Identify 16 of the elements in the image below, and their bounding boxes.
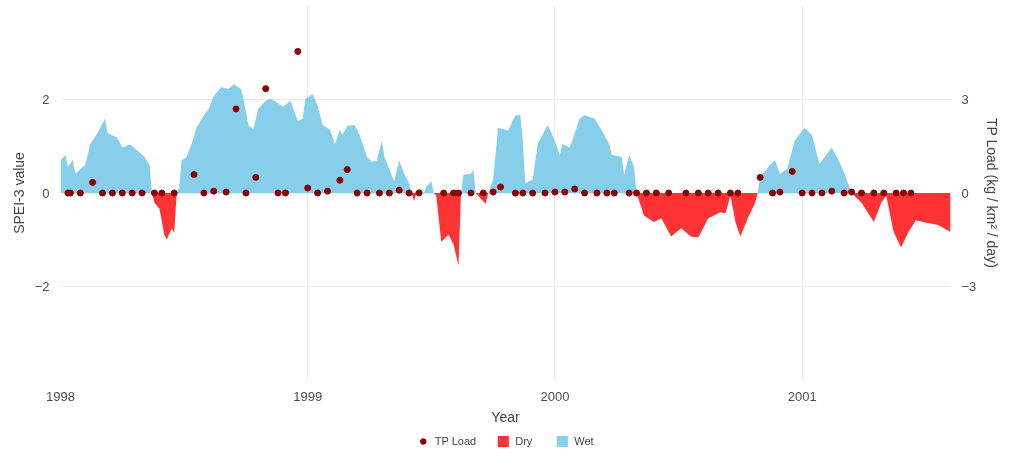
x-axis-title: Year	[491, 408, 520, 425]
y-tick-label: 0	[42, 185, 50, 201]
legend-label: Dry	[515, 435, 534, 447]
x-tick-label: 1998	[46, 388, 75, 404]
x-tick-label: 2000	[540, 388, 570, 404]
y-tick-label: −2	[34, 279, 50, 295]
y2-tick-label: 3	[961, 91, 969, 107]
y2-tick-label: −3	[961, 279, 977, 295]
legend-label: TP Load	[434, 435, 477, 447]
x-tick-label: 1999	[293, 388, 323, 404]
y-tick-label: 2	[42, 91, 50, 107]
y-axis-title: SPEI-3 value	[10, 151, 27, 234]
x-tick-label: 2001	[787, 388, 817, 404]
y2-tick-label: 0	[961, 185, 969, 201]
legend-label: Wet	[574, 435, 595, 447]
y2-axis-title: TP Load (kg / km² / day)	[984, 117, 1001, 268]
